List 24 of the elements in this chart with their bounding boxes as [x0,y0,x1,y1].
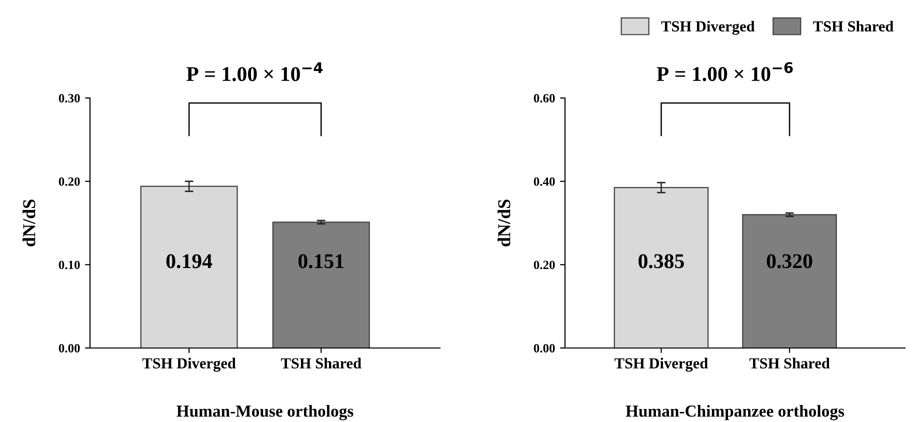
y-tick-label: 0.00 [534,344,555,353]
legend-label: TSH Diverged [661,20,755,35]
y-tick-label: 0.60 [534,94,555,103]
data-label: 0.320 [766,254,812,268]
y-axis-title: dN/dS [498,200,510,246]
text: P = 1.00 × 10$^{−6}$ [656,62,793,82]
y-tick-label: 0.10 [58,260,80,270]
y-tick-label: 0.00 [58,344,80,353]
data-label: 0.194 [166,254,212,268]
x-axis-title: Human-Mouse orthologs [176,405,354,420]
y-axis-title: dN/dS [22,200,36,246]
y-tick-label: 0.40 [534,177,555,186]
data-label: 0.151 [298,254,344,268]
data-label: 0.385 [638,254,684,268]
text: P = 1.00 × 10$^{−4}$ [186,62,323,82]
x-tick-label: TSH Shared [749,358,830,368]
y-tick-label: 0.20 [58,177,80,186]
legend-label: TSH Shared [813,20,894,32]
x-tick-label: TSH Diverged [614,358,708,372]
y-tick-label: 0.20 [534,260,555,270]
x-axis-title: Human-Chimpanzee orthologs [626,405,844,420]
x-tick-label: TSH Diverged [142,358,236,372]
y-tick-label: 0.30 [58,94,80,103]
x-tick-label: TSH Shared [280,358,362,368]
